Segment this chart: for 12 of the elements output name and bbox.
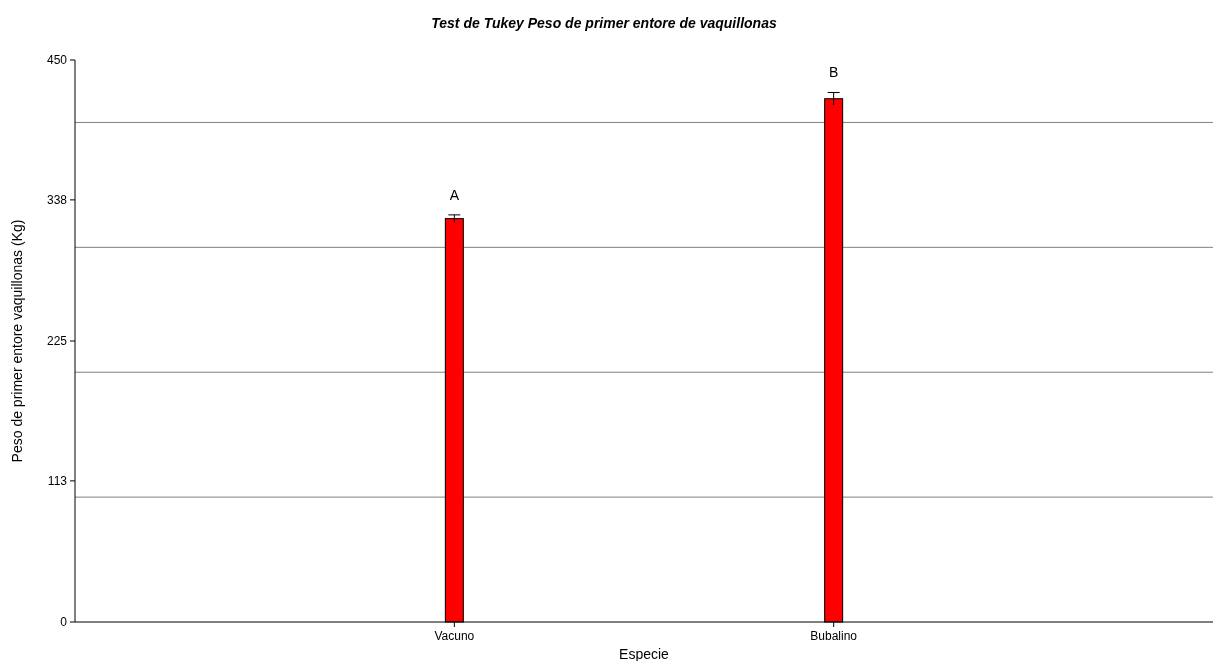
x-axis-title: Especie [619, 646, 670, 662]
chart-title: Test de Tukey Peso de primer entore de vaquillonas [431, 15, 777, 31]
y-tick-label: 0 [60, 615, 68, 630]
y-axis-title: Peso de primer entore vaquillonas (Kg) [9, 219, 25, 463]
x-tick-label: Bubalino [810, 629, 858, 643]
y-tick-label: 450 [46, 53, 68, 68]
y-tick-label: 225 [46, 334, 68, 349]
x-tick-label: Vacuno [434, 629, 475, 643]
y-tick-label: 113 [47, 474, 68, 489]
y-tick-label: 338 [46, 193, 68, 208]
annotation: A [449, 186, 460, 203]
annotation: B [828, 64, 839, 81]
